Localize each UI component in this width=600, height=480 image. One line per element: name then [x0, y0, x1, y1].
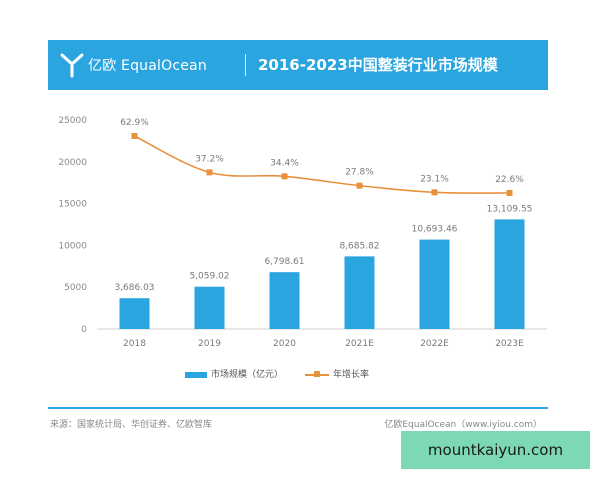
y-tick-label-4: 20000	[58, 158, 87, 168]
growth-label-2019: 37.2%	[195, 154, 224, 164]
x-tick-label-2022E: 2022E	[420, 339, 449, 349]
legend-bar-swatch	[185, 372, 207, 378]
bar-value-label-2023E: 13,109.55	[487, 204, 533, 214]
bar-value-label-2021E: 8,685.82	[339, 241, 379, 251]
bar-2022E	[419, 239, 450, 329]
y-tick-label-1: 5000	[64, 283, 87, 293]
bar-2021E	[344, 256, 375, 329]
growth-point-2023E	[506, 190, 513, 196]
bar-2019	[194, 286, 225, 329]
bar-value-label-2018: 3,686.03	[114, 283, 154, 293]
y-tick-label-5: 25000	[58, 116, 87, 126]
growth-label-2021E: 27.8%	[345, 168, 374, 178]
header-divider	[245, 54, 246, 76]
footer-rule	[48, 407, 548, 409]
y-tick-label-3: 15000	[58, 200, 87, 210]
x-tick-label-2018: 2018	[123, 339, 146, 349]
growth-point-2021E	[356, 182, 363, 189]
growth-label-2023E: 22.6%	[495, 175, 524, 185]
x-tick-label-2021E: 2021E	[345, 339, 374, 349]
watermark-banner: mountkaiyun.com	[401, 431, 590, 469]
chart-legend: 市场规模（亿元） 年增长率	[0, 368, 600, 382]
growth-point-2020	[281, 173, 288, 180]
chart-title: 2016-2023中国整装行业市场规模	[258, 56, 498, 74]
y-tick-label-0: 0	[81, 325, 87, 335]
bar-value-label-2020: 6,798.61	[264, 257, 304, 267]
growth-point-2019	[206, 169, 213, 176]
legend-label-growth-rate: 年增长率	[333, 370, 370, 380]
growth-point-2022E	[431, 189, 438, 196]
chart-header: 亿欧 EqualOcean 2016-2023中国整装行业市场规模	[48, 40, 548, 90]
bar-2020	[269, 272, 300, 329]
growth-label-2018: 62.9%	[120, 118, 149, 128]
bar-2023E	[494, 219, 525, 329]
legend-marker-swatch	[314, 371, 320, 377]
x-tick-label-2020: 2020	[273, 339, 296, 349]
bar-value-label-2022E: 10,693.46	[412, 225, 458, 235]
y-tick-label-2: 10000	[58, 241, 87, 251]
bar-value-label-2019: 5,059.02	[189, 272, 229, 282]
x-tick-label-2019: 2019	[198, 339, 221, 349]
legend-label-market-size: 市场规模（亿元）	[211, 370, 284, 380]
growth-point-2018	[131, 133, 138, 139]
bar-2018	[119, 298, 150, 329]
growth-label-2020: 34.4%	[270, 158, 299, 168]
growth-label-2022E: 23.1%	[420, 174, 449, 184]
x-tick-label-2023E: 2023E	[495, 339, 524, 349]
chart-plot: 0 5000 10000 15000 20000 25000 3,686.03 2018 5,0…	[58, 116, 547, 349]
equalocean-logo-icon	[60, 53, 84, 78]
growth-rate-line	[134, 135, 510, 194]
source-note: 来源：国家统计局、华创证券、亿欧智库	[50, 420, 213, 430]
credit-note: 亿欧EqualOcean（www.iyiou.com）	[384, 420, 542, 430]
logo-text: 亿欧 EqualOcean	[88, 58, 207, 74]
